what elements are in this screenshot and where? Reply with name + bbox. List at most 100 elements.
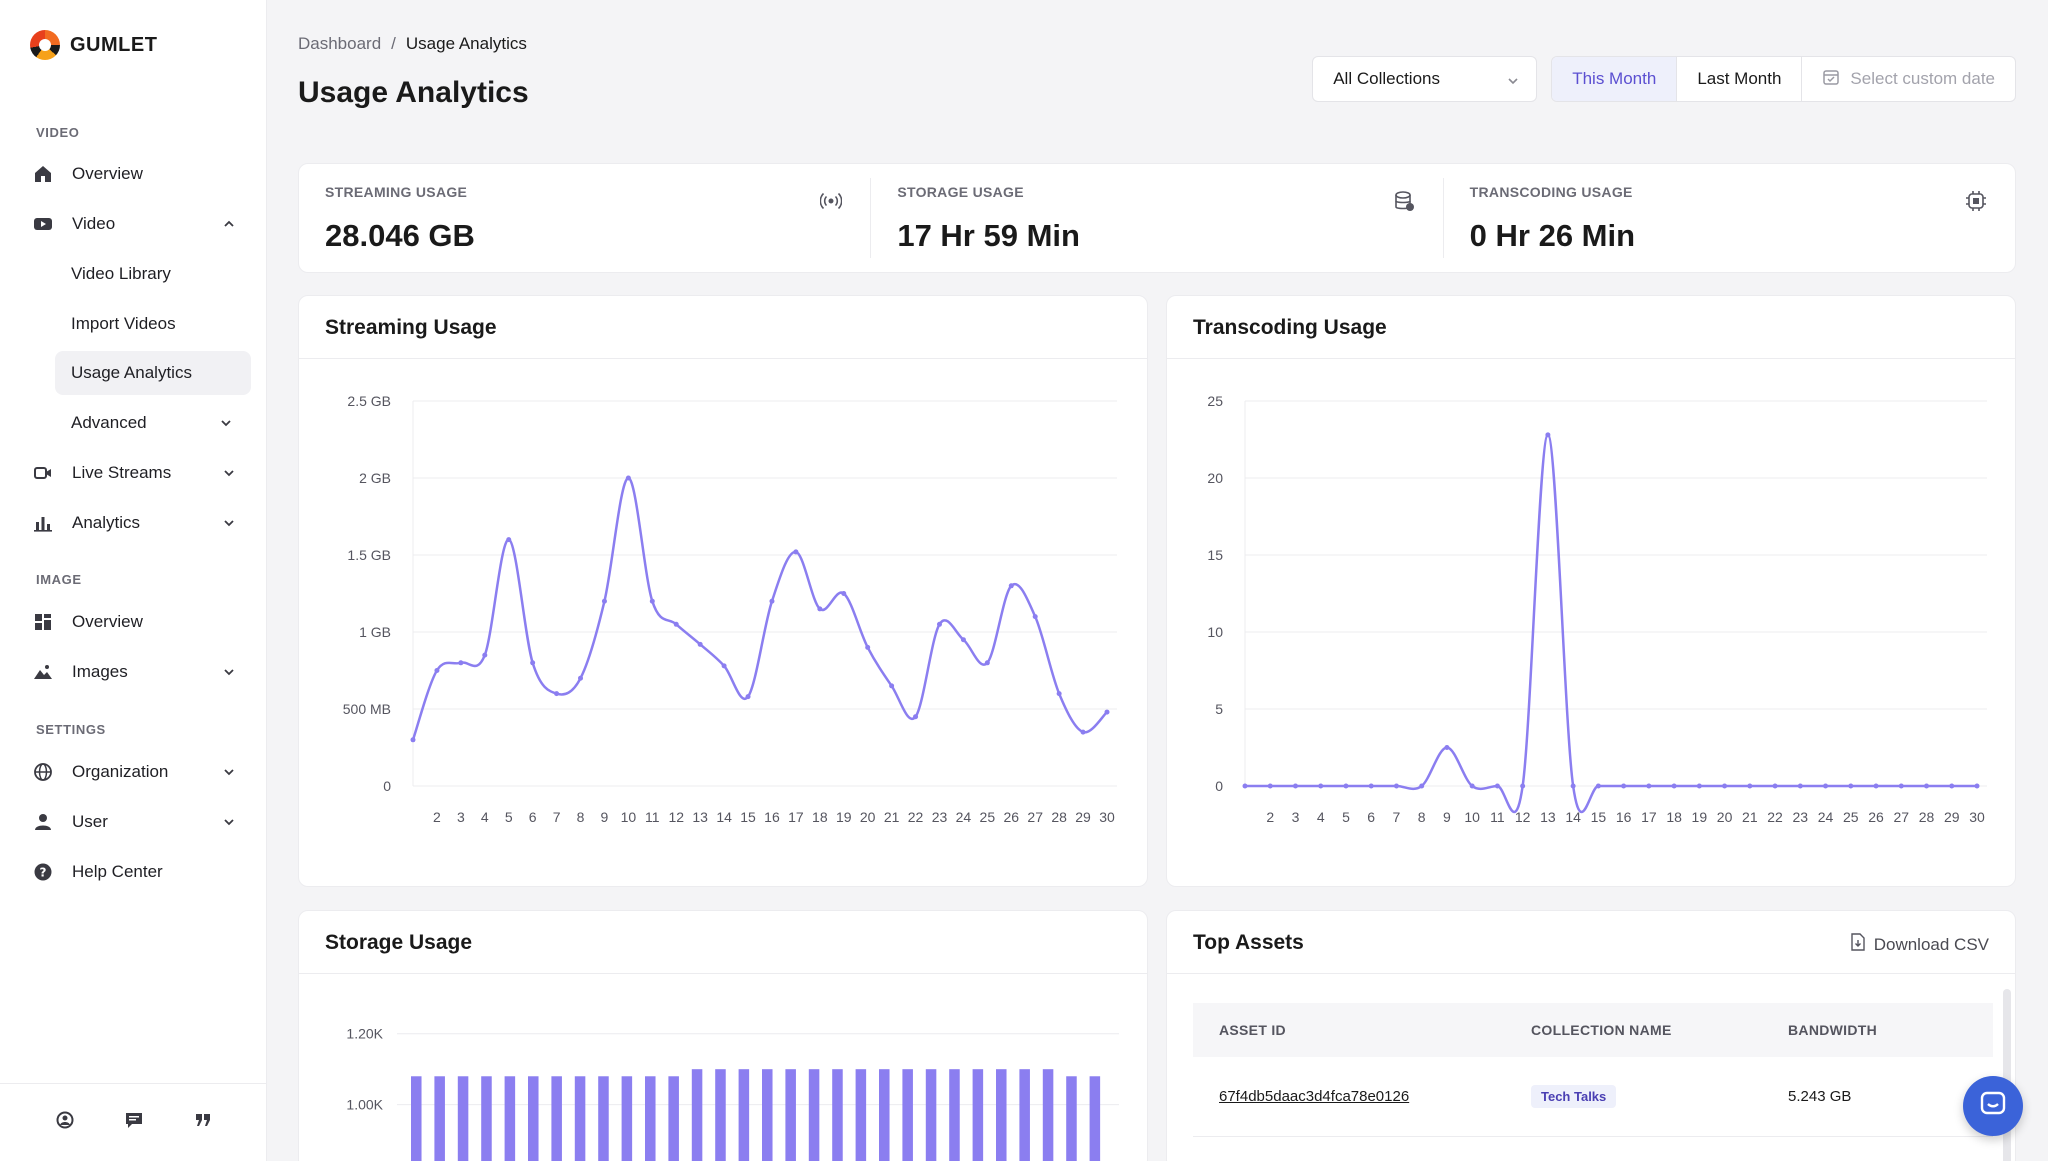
sidebar-item-video-library[interactable]: Video Library: [71, 264, 171, 283]
brand-logo[interactable]: GUMLET: [30, 30, 157, 60]
sidebar-item-help-center[interactable]: ? Help Center: [30, 850, 250, 894]
bar: [855, 1069, 867, 1161]
y-tick-label: 0: [383, 778, 391, 794]
user-icon: [30, 809, 56, 835]
x-tick-label: 7: [553, 809, 561, 825]
x-tick-label: 12: [1515, 809, 1531, 825]
community-icon[interactable]: [55, 1110, 75, 1135]
chat-icon[interactable]: [124, 1110, 144, 1135]
x-tick-label: 22: [908, 809, 924, 825]
bar: [762, 1069, 773, 1161]
data-point: [721, 663, 727, 669]
x-tick-label: 16: [1616, 809, 1632, 825]
stat-label: STREAMING USAGE: [325, 184, 468, 200]
x-tick-label: 17: [1641, 809, 1657, 825]
bar: [645, 1076, 656, 1161]
bar: [925, 1069, 937, 1161]
y-tick-label: 15: [1207, 547, 1223, 563]
data-point: [1570, 783, 1576, 789]
column-header-asset-id[interactable]: ASSET ID: [1219, 1022, 1286, 1038]
card-title: Transcoding Usage: [1193, 316, 1387, 339]
data-point: [745, 694, 751, 700]
asset-id-link[interactable]: 67f4db5daac3d4fca78e0126: [1219, 1088, 1410, 1105]
breadcrumb: Dashboard / Usage Analytics: [298, 34, 527, 54]
support-chat-button[interactable]: [1963, 1076, 2023, 1136]
chevron-down-icon: [222, 515, 236, 535]
quote-icon[interactable]: [193, 1110, 213, 1135]
x-tick-label: 3: [457, 809, 465, 825]
bandwidth-value: 5.243 GB: [1788, 1088, 1852, 1105]
x-tick-label: 4: [481, 809, 489, 825]
table-row: 67f4db5daac3d4fca78e0126 Tech Talks 5.24…: [1193, 1057, 1993, 1137]
data-point: [1848, 783, 1854, 789]
data-point: [817, 606, 823, 612]
gumlet-logo-icon: [30, 30, 60, 60]
data-point: [1444, 745, 1450, 750]
column-header-collection[interactable]: COLLECTION NAME: [1531, 1022, 1672, 1038]
sidebar-item-video[interactable]: Video: [30, 202, 250, 246]
x-tick-label: 16: [764, 809, 780, 825]
sidebar-item-image-overview[interactable]: Overview: [30, 600, 250, 644]
x-tick-label: 21: [884, 809, 900, 825]
bar: [621, 1076, 633, 1161]
data-point: [1621, 783, 1627, 789]
image-icon: [30, 659, 56, 685]
sidebar-item-live-streams[interactable]: Live Streams: [30, 451, 250, 495]
data-point: [530, 660, 536, 666]
globe-icon: [30, 759, 56, 785]
sidebar-item-video-overview[interactable]: Overview: [30, 152, 250, 196]
this-month-button[interactable]: This Month: [1552, 57, 1678, 101]
sidebar-item-user[interactable]: User: [30, 800, 250, 844]
sidebar-item-images[interactable]: Images: [30, 650, 250, 694]
top-assets-card: Top Assets Download CSV ASSET ID COLLECT…: [1166, 910, 2016, 1161]
bar: [598, 1076, 609, 1161]
data-point: [649, 598, 655, 604]
x-tick-label: 10: [621, 809, 637, 825]
bar: [949, 1069, 960, 1161]
sidebar-item-advanced[interactable]: Advanced: [55, 401, 251, 445]
download-csv-button[interactable]: Download CSV: [1850, 933, 1989, 956]
collection-select[interactable]: All Collections: [1312, 56, 1538, 102]
x-tick-label: 28: [1919, 809, 1935, 825]
data-point: [1520, 783, 1526, 789]
data-point: [1469, 783, 1475, 789]
breadcrumb-current: Usage Analytics: [405, 34, 527, 53]
x-tick-label: 8: [1418, 809, 1426, 825]
stat-value: 28.046 GB: [325, 218, 475, 253]
sidebar-item-organization[interactable]: Organization: [30, 750, 250, 794]
column-header-bandwidth[interactable]: BANDWIDTH: [1788, 1022, 1878, 1038]
y-tick-label: 2.5 GB: [347, 393, 391, 409]
chevron-down-icon: [1506, 73, 1520, 93]
custom-date-picker[interactable]: Select custom date: [1802, 57, 2015, 101]
data-point: [1772, 783, 1778, 789]
table-scrollbar[interactable]: [2003, 989, 2011, 1161]
help-icon: ?: [30, 859, 56, 885]
bar: [691, 1069, 703, 1161]
x-tick-label: 15: [1591, 809, 1607, 825]
x-tick-label: 18: [1666, 809, 1682, 825]
x-tick-label: 26: [1003, 809, 1019, 825]
sidebar-item-usage-analytics[interactable]: Usage Analytics: [55, 351, 251, 395]
x-tick-label: 25: [980, 809, 996, 825]
x-tick-label: 14: [716, 809, 732, 825]
sidebar: GUMLET VIDEO Overview Video Video Librar…: [0, 0, 267, 1161]
x-tick-label: 23: [932, 809, 948, 825]
stat-value: 0 Hr 26 Min: [1469, 218, 1636, 253]
last-month-button[interactable]: Last Month: [1677, 57, 1803, 101]
sidebar-item-import-videos[interactable]: Import Videos: [71, 314, 176, 333]
sidebar-item-analytics[interactable]: Analytics: [30, 501, 250, 545]
data-point: [1873, 783, 1879, 789]
x-tick-label: 8: [577, 809, 585, 825]
stat-label: STORAGE USAGE: [897, 184, 1024, 200]
collection-tag: Tech Talks: [1531, 1085, 1617, 1108]
bar: [902, 1069, 913, 1161]
data-point: [1696, 783, 1702, 789]
cpu-icon: [1965, 190, 1987, 217]
series-line: [1245, 433, 1977, 814]
data-point: [1646, 783, 1652, 789]
stat-streaming: STREAMING USAGE 28.046 GB: [299, 164, 870, 272]
bar: [668, 1076, 679, 1161]
breadcrumb-dashboard[interactable]: Dashboard: [298, 34, 382, 53]
data-point: [1318, 783, 1324, 789]
collection-select-value: All Collections: [1333, 69, 1440, 88]
